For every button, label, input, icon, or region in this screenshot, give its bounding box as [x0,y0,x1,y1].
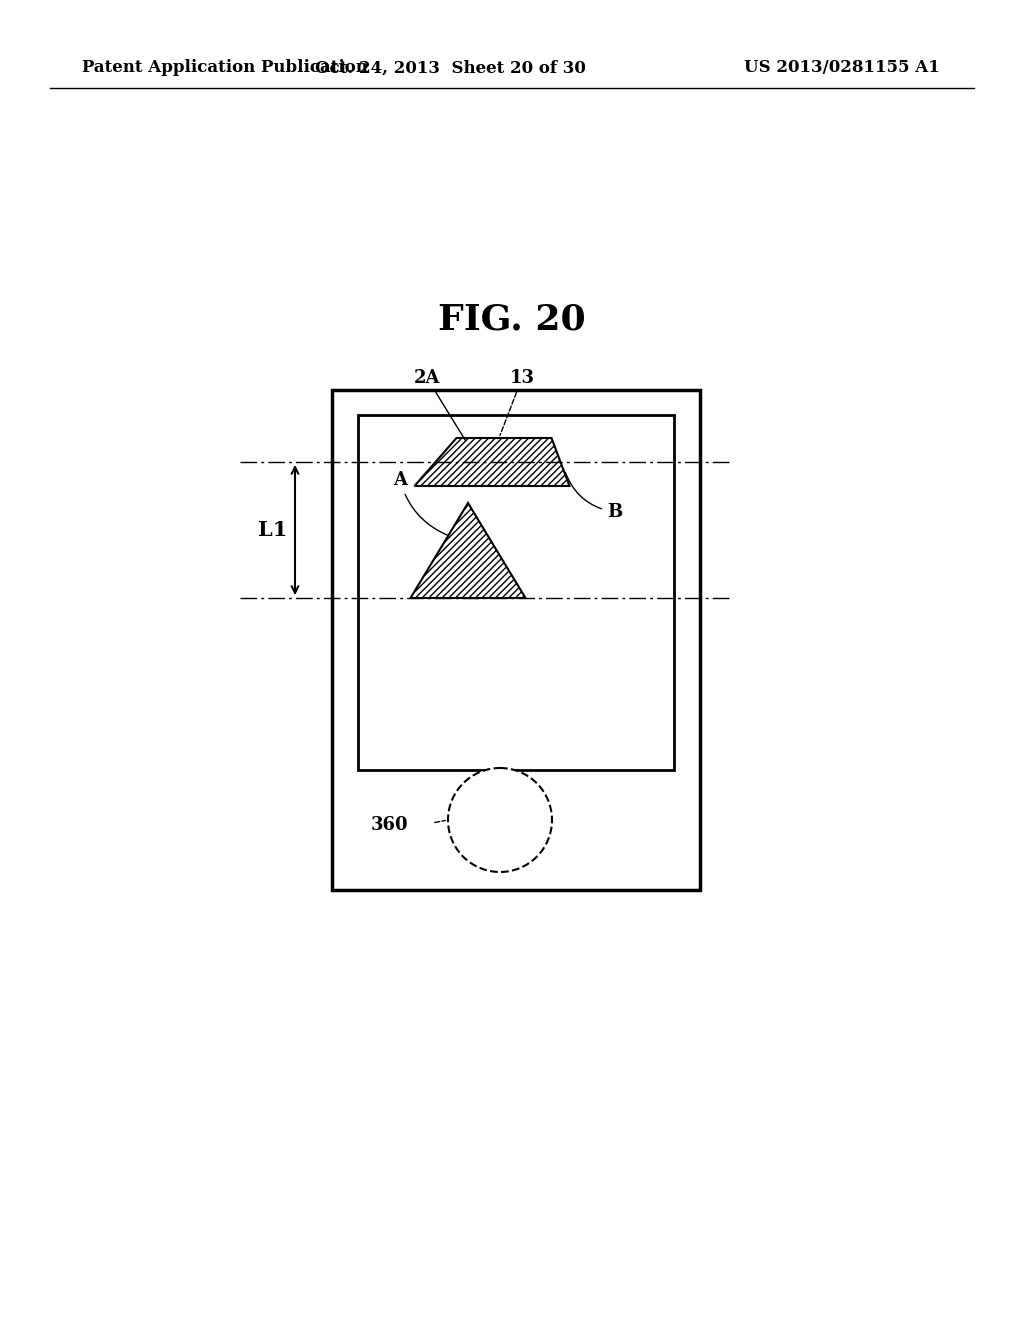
Polygon shape [415,438,569,486]
Text: 360: 360 [371,816,409,834]
Text: FIG. 20: FIG. 20 [438,304,586,337]
Circle shape [449,768,552,873]
Text: 2A: 2A [414,370,466,441]
Text: A: A [393,471,447,535]
Text: Patent Application Publication: Patent Application Publication [82,59,368,77]
Text: US 2013/0281155 A1: US 2013/0281155 A1 [744,59,940,77]
Polygon shape [411,503,525,598]
Bar [358,414,674,770]
Text: 13: 13 [500,370,535,436]
Text: B: B [565,473,623,521]
Bar [332,389,700,890]
Text: Oct. 24, 2013  Sheet 20 of 30: Oct. 24, 2013 Sheet 20 of 30 [314,59,586,77]
Text: L1: L1 [258,520,288,540]
